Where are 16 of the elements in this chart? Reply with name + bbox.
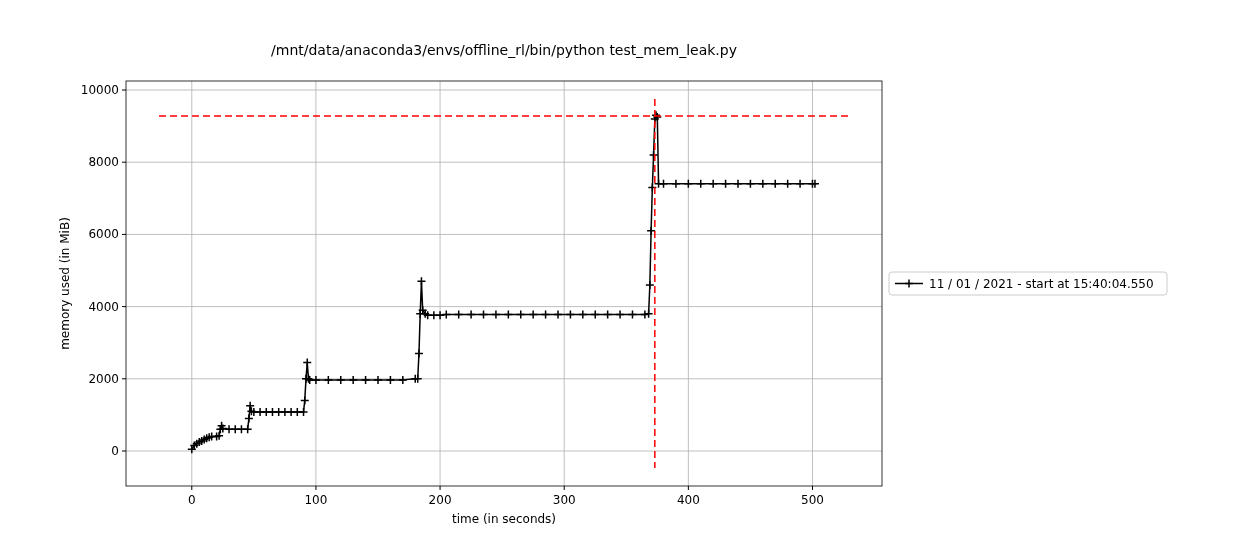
y-tick-label: 8000 bbox=[88, 155, 119, 170]
y-tick-label: 2000 bbox=[88, 371, 119, 386]
x-tick-label: 300 bbox=[552, 493, 576, 507]
x-tick-label: 200 bbox=[428, 493, 452, 507]
x-tick-label: 100 bbox=[304, 493, 328, 507]
x-axis-title: time (in seconds) bbox=[451, 512, 557, 526]
y-tick-label: 10000 bbox=[80, 83, 119, 98]
y-tick-label: 0 bbox=[111, 443, 119, 458]
y-axis-title: memory used (in MiB) bbox=[58, 217, 72, 350]
x-tick-label: 400 bbox=[676, 493, 700, 507]
y-tick-label: 4000 bbox=[88, 299, 119, 314]
y-tick-label: 6000 bbox=[88, 227, 119, 242]
legend-label: 11 / 01 / 2021 - start at 15:40:04.550 bbox=[929, 277, 1154, 291]
x-tick-label: 0 bbox=[187, 493, 196, 507]
x-tick-label: 500 bbox=[801, 493, 824, 507]
chart-title: /mnt/data/anaconda3/envs/offline_rl/bin/python test_mem_leak.py bbox=[271, 42, 737, 58]
